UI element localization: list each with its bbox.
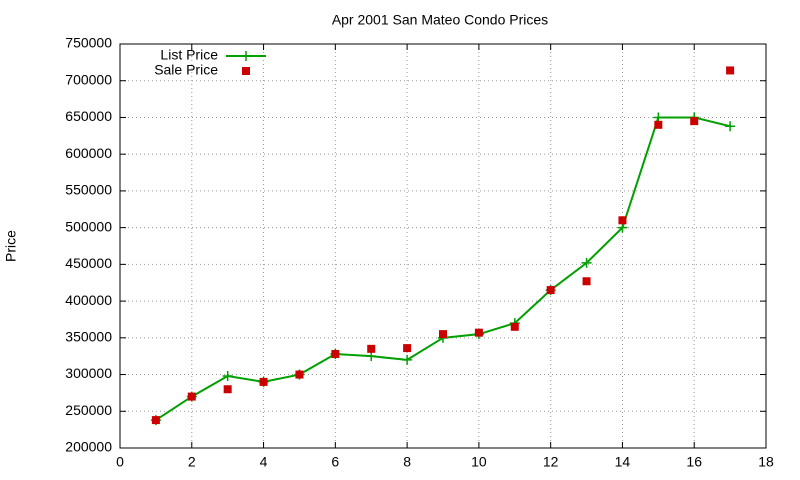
point xyxy=(581,257,592,268)
point xyxy=(402,354,413,365)
point xyxy=(653,112,664,123)
point xyxy=(439,330,447,339)
x-tick-label: 10 xyxy=(471,454,487,470)
legend-label: List Price xyxy=(160,47,218,63)
point xyxy=(654,120,663,129)
point xyxy=(223,385,232,394)
point xyxy=(259,377,268,386)
point xyxy=(690,117,699,126)
point xyxy=(726,66,735,75)
x-tick-label: 6 xyxy=(331,454,339,470)
plot-border xyxy=(119,43,767,449)
x-tick-label: 14 xyxy=(615,454,631,470)
y-tick-label: 200000 xyxy=(65,439,112,455)
x-tick-label: 0 xyxy=(116,454,124,470)
point xyxy=(331,349,340,358)
point xyxy=(510,322,519,331)
y-tick-label: 300000 xyxy=(65,365,112,381)
point xyxy=(617,222,628,233)
point xyxy=(618,216,627,225)
y-tick-label: 750000 xyxy=(65,35,112,51)
x-tick-label: 8 xyxy=(403,454,411,470)
y-tick-label: 500000 xyxy=(65,218,112,234)
y-tick-label: 250000 xyxy=(65,402,112,418)
x-tick-label: 18 xyxy=(758,454,774,470)
y-tick-label: 400000 xyxy=(65,292,112,308)
point xyxy=(366,351,377,362)
x-tick-label: 4 xyxy=(260,454,268,470)
x-tick-label: 2 xyxy=(188,454,196,470)
y-tick-label: 450000 xyxy=(65,255,112,271)
point xyxy=(582,277,591,286)
point xyxy=(222,371,233,382)
y-tick-label: 350000 xyxy=(65,329,112,345)
point xyxy=(295,370,304,379)
legend-marker xyxy=(242,67,250,75)
point xyxy=(725,121,736,132)
point xyxy=(474,328,483,337)
chart-title: Apr 2001 San Mateo Condo Prices xyxy=(332,12,548,28)
point xyxy=(367,344,376,353)
x-tick-label: 16 xyxy=(686,454,702,470)
y-tick-label: 600000 xyxy=(65,145,112,161)
legend-marker xyxy=(241,51,251,61)
point xyxy=(546,286,555,295)
y-tick-label: 700000 xyxy=(65,71,112,87)
y-tick-label: 550000 xyxy=(65,182,112,198)
point xyxy=(403,344,412,353)
y-tick-label: 650000 xyxy=(65,108,112,124)
point xyxy=(151,416,160,425)
x-tick-label: 12 xyxy=(543,454,559,470)
y-axis-label: Price xyxy=(3,230,19,262)
legend-label: Sale Price xyxy=(154,62,218,78)
point xyxy=(187,392,196,401)
